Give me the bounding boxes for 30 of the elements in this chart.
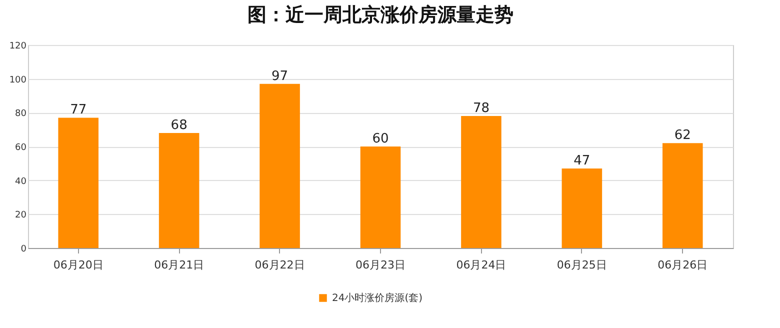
bar (360, 146, 401, 248)
y-tick-label: 60 (15, 143, 27, 153)
y-tick-label: 120 (9, 42, 27, 52)
y-tick-label: 0 (20, 244, 27, 254)
data-label: 47 (574, 153, 590, 168)
y-tick-label: 100 (9, 75, 27, 86)
x-tick-label: 06月23日 (356, 258, 406, 272)
data-label: 68 (170, 118, 188, 133)
data-label: 77 (70, 102, 87, 118)
bar (158, 132, 200, 248)
data-label: 78 (472, 101, 490, 116)
bar (260, 84, 300, 248)
x-tick-label: 06月21日 (154, 258, 204, 272)
data-label: 97 (272, 68, 288, 84)
bar (58, 118, 98, 248)
x-tick-label: 06月25日 (556, 258, 607, 272)
x-tick-label: 06月26日 (658, 258, 708, 272)
x-tick-label: 06月22日 (254, 258, 305, 272)
y-tick-label: 80 (15, 109, 27, 120)
x-tick-label: 06月24日 (456, 258, 506, 272)
bar (562, 168, 602, 248)
y-tick-label: 20 (15, 210, 27, 221)
x-tick-label: 06月20日 (53, 258, 104, 272)
data-label: 60 (372, 132, 389, 146)
bar (461, 116, 502, 248)
y-tick-label: 40 (15, 176, 27, 187)
data-label: 62 (674, 128, 691, 144)
legend-label: 24小时涨价房源(套) (332, 292, 423, 304)
chart-title: 图：近一周北京涨价房源量走势 (248, 4, 514, 26)
bar (662, 143, 703, 248)
